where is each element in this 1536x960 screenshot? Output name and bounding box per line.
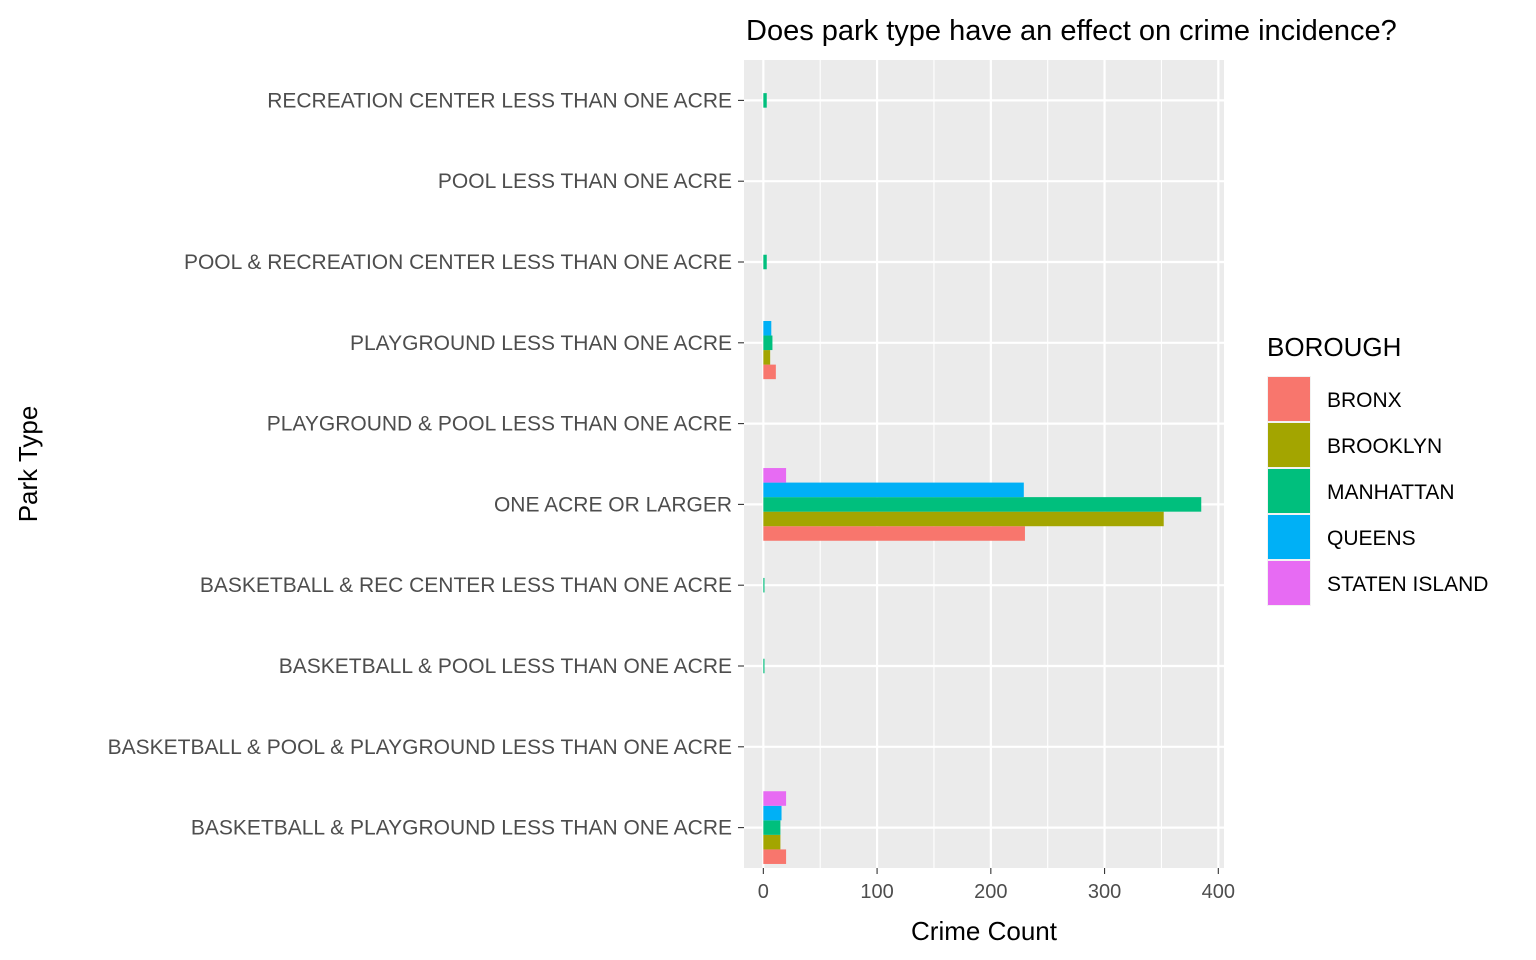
- bar: [763, 658, 765, 674]
- y-category-label: ONE ACRE OR LARGER: [494, 493, 732, 516]
- bars: [763, 93, 1202, 864]
- plot-panel: [744, 60, 1224, 868]
- bar: [763, 511, 1164, 527]
- bar: [763, 335, 773, 351]
- y-category-label: BASKETBALL & POOL LESS THAN ONE ACRE: [279, 655, 732, 678]
- gridlines: [744, 60, 1224, 868]
- legend-label: BROOKLYN: [1327, 435, 1442, 458]
- legend-label: MANHATTAN: [1327, 481, 1455, 504]
- chart-title: Does park type have an effect on crime i…: [746, 15, 1397, 47]
- y-category-label: BASKETBALL & POOL & PLAYGROUND LESS THAN…: [108, 736, 732, 759]
- bar: [763, 93, 767, 108]
- x-axis-title: Crime Count: [911, 916, 1058, 946]
- bar: [763, 320, 772, 336]
- bar: [763, 254, 767, 270]
- legend-title: BOROUGH: [1267, 332, 1401, 362]
- y-axis-title: Park Type: [13, 406, 43, 523]
- axes: 0 100 200 300 400 BASKETBALL & PLAYGROUND LES…: [108, 89, 1235, 903]
- bar: [763, 849, 787, 864]
- x-tick-label: 400: [1202, 881, 1235, 903]
- x-tick-label: 200: [974, 881, 1007, 903]
- bar: [763, 468, 787, 483]
- legend-label: QUEENS: [1327, 527, 1416, 550]
- legend-label: STATEN ISLAND: [1327, 573, 1488, 596]
- y-category-label: PLAYGROUND & POOL LESS THAN ONE ACRE: [267, 413, 732, 436]
- bar: [763, 497, 1202, 512]
- bar: [763, 350, 771, 365]
- legend-swatch: [1268, 377, 1310, 421]
- plot-background: [744, 60, 1224, 868]
- legend: BOROUGH BRONX BROOKLYN MANHATTAN QUEENS STAT…: [1267, 332, 1488, 606]
- legend-swatch: [1268, 561, 1310, 605]
- legend-swatch: [1268, 423, 1310, 467]
- bar: [763, 577, 765, 593]
- bar: [763, 364, 776, 380]
- bar: [763, 820, 781, 835]
- x-tick-label: 0: [758, 881, 769, 903]
- legend-swatch: [1268, 515, 1310, 559]
- bar: [763, 834, 781, 850]
- y-category-label: BASKETBALL & PLAYGROUND LESS THAN ONE AC…: [191, 817, 732, 840]
- bar: [763, 526, 1025, 541]
- y-category-label: POOL & RECREATION CENTER LESS THAN ONE A…: [184, 251, 732, 274]
- bar: [763, 482, 1024, 498]
- y-category-label: RECREATION CENTER LESS THAN ONE ACRE: [267, 89, 732, 112]
- bar: [763, 805, 782, 821]
- bar: [763, 791, 787, 806]
- x-tick-label: 100: [860, 881, 893, 903]
- x-tick-label: 300: [1088, 881, 1121, 903]
- y-category-label: POOL LESS THAN ONE ACRE: [438, 170, 732, 193]
- y-category-label: PLAYGROUND LESS THAN ONE ACRE: [350, 332, 732, 355]
- legend-swatch: [1268, 469, 1310, 513]
- y-category-label: BASKETBALL & REC CENTER LESS THAN ONE AC…: [200, 574, 732, 597]
- legend-label: BRONX: [1327, 389, 1402, 412]
